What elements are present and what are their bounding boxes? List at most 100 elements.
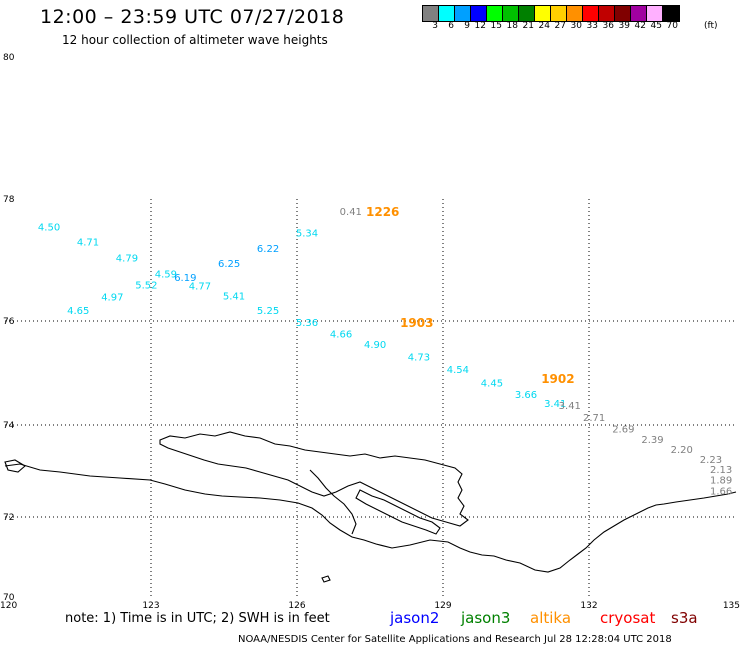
legend-swatch-label: 42 xyxy=(634,21,646,31)
lat-axis-label: 78 xyxy=(3,195,15,205)
coastline-island-west xyxy=(4,459,26,473)
legend-swatch xyxy=(599,6,615,21)
wave-height-label: 2.39 xyxy=(641,435,663,446)
wave-height-label: 3.41 xyxy=(559,401,581,412)
wave-height-label: 2.69 xyxy=(612,425,634,436)
wave-height-label: 0.41 xyxy=(340,207,362,218)
coastline-bay xyxy=(355,489,441,535)
lon-axis-label: 132 xyxy=(580,601,597,611)
legend-swatch-label: 9 xyxy=(464,21,470,31)
legend-unit: (ft) xyxy=(704,21,718,31)
legend-swatch-label: 18 xyxy=(506,21,518,31)
legend-swatch-label: 6 xyxy=(448,21,454,31)
coastline-delta xyxy=(159,431,469,527)
legend-swatch xyxy=(439,6,455,21)
legend-swatch xyxy=(423,6,439,21)
footer-note: note: 1) Time is in UTC; 2) SWH is in fe… xyxy=(65,611,330,626)
legend-swatch xyxy=(647,6,663,21)
wave-height-label: 4.79 xyxy=(116,254,138,265)
wave-height-label: 4.97 xyxy=(101,293,123,304)
legend-swatch xyxy=(631,6,647,21)
wave-height-label: 4.73 xyxy=(408,352,430,363)
wave-height-label: 3.41 xyxy=(544,399,566,410)
satellite-name: jason3 xyxy=(461,609,511,627)
legend-swatch-label: 3 xyxy=(432,21,438,31)
legend-swatch xyxy=(551,6,567,21)
pass-time-labels: 1226 1903 1902 xyxy=(366,205,575,386)
lat-axis-label: 74 xyxy=(3,421,15,431)
legend-swatch xyxy=(503,6,519,21)
legend-swatch-label: 27 xyxy=(554,21,566,31)
wave-height-label: 5.34 xyxy=(296,229,318,240)
wave-height-label: 6.25 xyxy=(218,259,240,270)
legend-swatch xyxy=(567,6,583,21)
wave-height-label: 2.20 xyxy=(671,445,693,456)
color-legend xyxy=(422,5,680,22)
wave-height-label: 4.45 xyxy=(481,378,503,389)
legend-swatch-label: 15 xyxy=(490,21,502,31)
coastline-inlet xyxy=(309,469,357,535)
pass-time-label: 1902 xyxy=(541,372,574,386)
wave-height-label: 5.36 xyxy=(296,318,318,329)
lon-axis-label: 126 xyxy=(288,601,305,611)
lon-axis-label: 120 xyxy=(0,601,17,611)
legend-swatch-label: 33 xyxy=(586,21,598,31)
wave-height-label: 1.89 xyxy=(710,475,732,486)
legend-swatch-label: 36 xyxy=(602,21,614,31)
wave-height-label: 4.90 xyxy=(364,340,386,351)
satellite-name: s3a xyxy=(671,609,698,627)
lon-axis-label: 129 xyxy=(434,601,451,611)
map-subtitle: 12 hour collection of altimeter wave hei… xyxy=(62,33,328,47)
lat-axis-label: 80 xyxy=(3,53,15,63)
lon-axis-label: 135 xyxy=(723,601,740,611)
legend-swatch xyxy=(487,6,503,21)
satellite-name: jason2 xyxy=(390,609,440,627)
wave-height-label: 5.52 xyxy=(135,280,157,291)
lat-axis-label: 70 xyxy=(3,593,15,603)
footer-credit: NOAA/NESDIS Center for Satellite Applica… xyxy=(238,634,672,645)
legend-swatch-label: 45 xyxy=(650,21,662,31)
legend-swatch xyxy=(583,6,599,21)
legend-swatch xyxy=(615,6,631,21)
coastline-mainland xyxy=(4,463,737,573)
wave-height-label: 3.66 xyxy=(515,390,537,401)
wave-height-label: 2.71 xyxy=(583,413,605,424)
legend-swatch-label: 12 xyxy=(474,21,486,31)
legend-swatch-label: 70 xyxy=(666,21,678,31)
legend-swatch xyxy=(455,6,471,21)
wave-height-label: 4.71 xyxy=(77,238,99,249)
wave-height-label: 2.13 xyxy=(710,465,732,476)
satellite-name: altika xyxy=(530,609,572,627)
pass-time-label: 1903 xyxy=(400,316,433,330)
wave-height-label: 4.59 xyxy=(155,269,177,280)
legend-swatch-label: 39 xyxy=(618,21,630,31)
map-title: 12:00 – 23:59 UTC 07/27/2018 xyxy=(40,6,345,28)
coastline-small-island xyxy=(321,575,331,583)
satellite-name: cryosat xyxy=(600,609,656,627)
legend-swatch xyxy=(663,6,679,21)
legend-swatch-label: 30 xyxy=(570,21,582,31)
wave-height-label: 4.77 xyxy=(189,282,211,293)
legend-swatch xyxy=(471,6,487,21)
wave-height-label: 6.22 xyxy=(257,244,279,255)
wave-height-label: 2.23 xyxy=(700,455,722,466)
wave-height-label: 5.25 xyxy=(257,306,279,317)
legend-swatch-label: 24 xyxy=(538,21,550,31)
wave-height-label: 4.66 xyxy=(330,329,352,340)
legend-swatch xyxy=(535,6,551,21)
lat-axis-label: 72 xyxy=(3,513,14,523)
wave-height-label: 6.19 xyxy=(174,273,196,284)
legend-swatch xyxy=(519,6,535,21)
wave-height-label: 4.54 xyxy=(447,365,469,376)
wave-height-label: 4.65 xyxy=(67,306,89,317)
wave-height-label: 1.66 xyxy=(710,486,732,497)
coastline xyxy=(4,431,737,583)
grid-lines xyxy=(5,199,735,597)
color-legend-labels: 3 6 9 12 15 18 21 24 27 30 33 36 39 42 45 70 xyxy=(422,21,678,31)
lat-axis-label: 76 xyxy=(3,317,15,327)
wave-height-label: 5.41 xyxy=(223,291,245,302)
legend-swatch-label: 21 xyxy=(522,21,534,31)
wave-height-label: 4.50 xyxy=(38,222,60,233)
